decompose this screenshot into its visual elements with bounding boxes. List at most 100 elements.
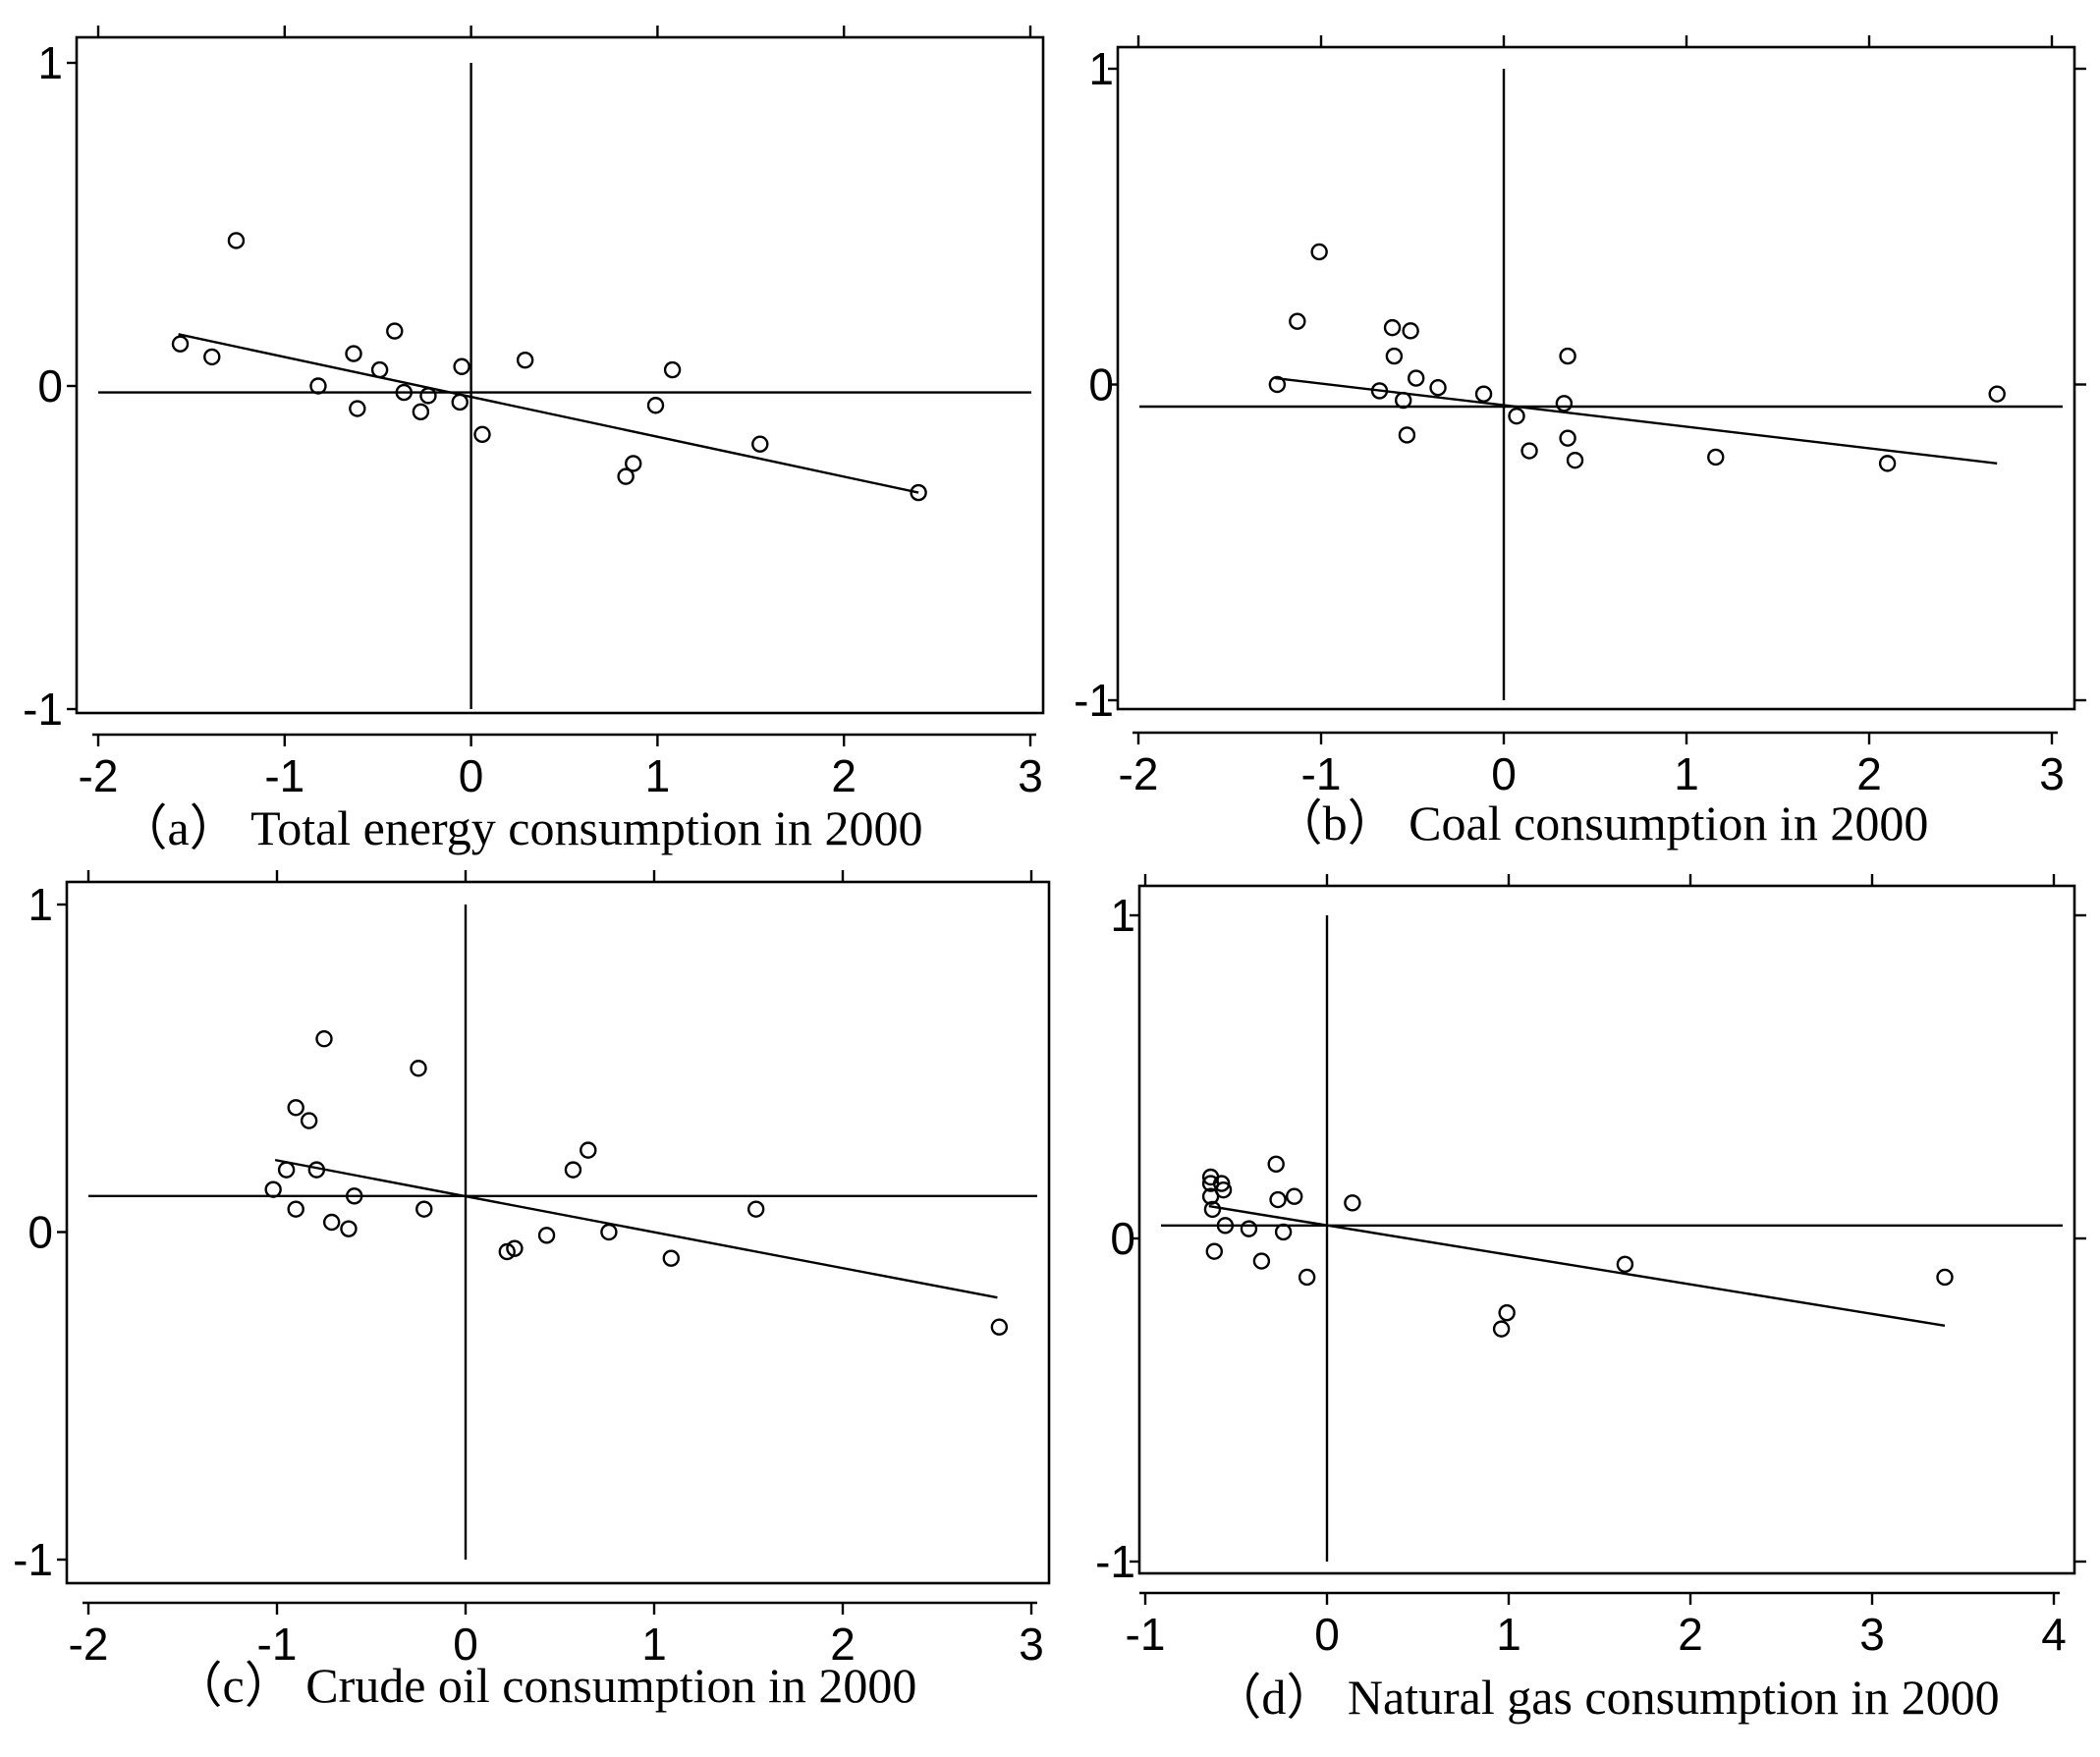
data-point [1429,379,1447,397]
data-point [1267,1155,1285,1174]
plot-frame [1116,45,2076,711]
data-point [346,1187,363,1205]
x-tick-label: -2 [69,1619,109,1670]
panel-coal: 10-1-2 -1 0 1 2 3（b） Coal consumption in 2000 [1074,35,2086,851]
data-point [473,425,491,444]
x-tick-label: 0 [453,1619,478,1670]
panel-caption: （c） Crude oil consumption in 2000 [174,1658,917,1713]
y-tick-label: -1 [23,684,63,735]
data-point [1269,1190,1287,1209]
fit-line [1275,376,1998,466]
data-point [1370,382,1389,400]
x-tick-label: -2 [1119,748,1159,799]
data-point [171,335,190,353]
data-point [1559,347,1576,365]
data-point [451,393,469,412]
y-tick-label: -1 [1074,675,1114,726]
y-tick-label: 0 [37,360,63,412]
data-point [1936,1268,1954,1287]
data-point [1205,1242,1224,1260]
data-point [419,387,437,405]
x-tick-label: 0 [1491,748,1517,799]
y-tick-label: 1 [1110,890,1135,941]
y-tick-label: 0 [1110,1213,1135,1264]
x-tick-label: 1 [1496,1609,1521,1660]
x-tick-label: -1 [1301,748,1342,799]
x-tick-label: 3 [2039,748,2065,799]
fit-line [178,333,919,494]
data-point [1310,243,1328,261]
data-point [1274,1223,1293,1241]
x-tick-label: 0 [459,750,484,801]
x-tick-label: 1 [1674,748,1699,799]
x-tick-label: -2 [79,750,119,801]
x-tick-label: -1 [257,1619,298,1670]
data-point [1616,1255,1634,1274]
data-point [910,483,927,502]
data-point [990,1318,1009,1336]
x-tick-label: 3 [1019,1619,1044,1670]
data-point [395,383,413,402]
data-point [662,1249,680,1267]
data-point [663,360,682,379]
data-point [1298,1268,1316,1287]
data-point [1203,1200,1222,1219]
data-point [1566,451,1584,469]
data-point [300,1112,318,1129]
data-point [1285,1187,1303,1205]
y-tick-label: 0 [1088,359,1114,411]
data-point [1492,1320,1511,1338]
x-tick-label: -1 [264,750,304,801]
data-point [1252,1252,1271,1270]
data-point [322,1213,341,1232]
data-point [746,1200,765,1218]
x-tick-label: 1 [645,750,671,801]
panel-caption: （b） Coal consumption in 2000 [1274,796,1929,851]
data-point [453,357,470,375]
fit-line [1208,1204,1946,1328]
data-point [227,232,246,249]
panel-caption: （a） Total energy consumption in 2000 [118,800,922,855]
panel-crude-oil: 1 0 -1 -2 -1 0 1 2 3 （c） Crude oil consumption in… [13,870,1051,1713]
data-point [516,351,534,369]
data-point [625,455,642,472]
data-point [287,1200,304,1218]
data-point [415,1200,433,1218]
data-point [1988,385,2006,403]
data-point [340,1220,358,1237]
data-point [1289,312,1306,330]
data-point [309,377,327,395]
fit-line [274,1158,998,1299]
y-tick-label: 1 [37,37,63,88]
data-point [345,345,362,362]
data-point [1240,1220,1258,1237]
x-tick-label: 1 [641,1619,667,1670]
plot-frame [1137,884,2076,1575]
data-point [1520,442,1538,460]
data-point [1398,426,1416,444]
data-point [349,400,366,417]
data-point [1216,1217,1235,1235]
x-tick-label: 2 [1856,748,1882,799]
data-point [410,1060,427,1077]
data-point [1214,1180,1233,1199]
data-point [203,348,221,366]
data-point [1408,369,1425,387]
data-point [412,403,430,421]
x-tick-label: 2 [831,750,857,801]
data-point [1878,455,1897,472]
x-tick-label: 3 [1859,1609,1885,1660]
data-point [506,1239,524,1257]
panel-caption: （d） Natural gas consumption in 2000 [1212,1670,1999,1725]
x-tick-label: 0 [1314,1609,1340,1660]
plot-frame [65,880,1051,1585]
data-point [600,1223,618,1241]
plot-frame [75,35,1045,715]
x-tick-label: 2 [1678,1609,1703,1660]
data-point [1555,395,1574,412]
data-point [287,1099,304,1117]
data-point [1344,1194,1361,1212]
x-tick-label: -1 [1126,1609,1166,1660]
data-point [1474,385,1493,403]
